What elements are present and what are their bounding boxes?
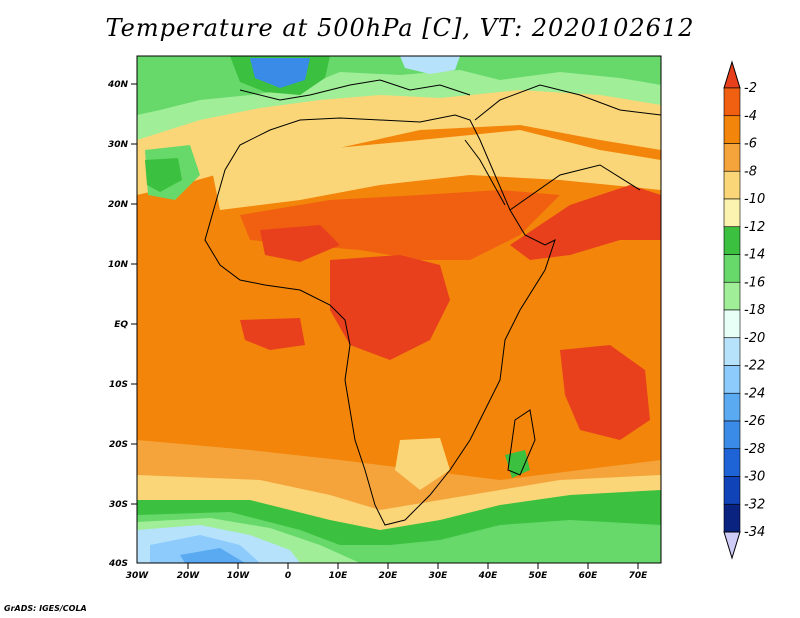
lat-label-eq: EQ (114, 320, 128, 330)
coastlines (204, 79, 661, 526)
colorbar-segment (723, 87, 741, 117)
colorbar-label: -4 (744, 109, 757, 124)
lat-label-30s: 30S (109, 500, 128, 510)
lat-label-20n: 20N (108, 200, 129, 210)
colorbar-label: -22 (744, 359, 765, 374)
lon-label-20e: 20E (379, 571, 399, 581)
lon-label-20w: 20W (177, 571, 201, 581)
colorbar-label: -34 (744, 525, 765, 540)
colorbar-segment (723, 226, 741, 255)
colorbar-label: -18 (744, 303, 765, 318)
latitude-axis: 40N 30N 20N 10N EQ 10S 20S 30S 40S (107, 80, 137, 569)
colorbar-label: -32 (744, 497, 765, 512)
colorbar: -2 -4 -6 -8 -10 -12 -14 -16 -18 -20 -22 -24 -26 -28 -3… (723, 60, 765, 560)
lon-label-0: 0 (285, 571, 291, 581)
lon-label-30w: 30W (126, 571, 150, 581)
colorbar-segment (723, 254, 741, 283)
colorbar-segment (723, 365, 741, 394)
colorbar-segment (723, 476, 741, 505)
lon-label-50e: 50E (529, 571, 549, 581)
colorbar-segment (723, 170, 741, 200)
lat-label-40s: 40S (108, 559, 128, 569)
credit-text: GrADS: IGES/COLA (4, 604, 87, 613)
lat-label-40n: 40N (107, 80, 129, 90)
colorbar-bottom-arrow (723, 531, 741, 560)
colorbar-label: -24 (744, 386, 765, 401)
lon-label-30e: 30E (429, 571, 449, 581)
colorbar-label: -10 (744, 192, 765, 207)
colorbar-segment (723, 503, 741, 533)
colorbar-segment (723, 281, 741, 311)
colorbar-label: -8 (744, 164, 757, 179)
temperature-field (137, 56, 661, 563)
colorbar-label: -16 (744, 275, 765, 290)
colorbar-top-arrow (723, 60, 741, 89)
lat-label-10s: 10S (109, 380, 128, 390)
longitude-axis: 30W 20W 10W 0 10E 20E 30E 40E 50E 60E 70… (126, 563, 648, 581)
plot-frame (136, 55, 662, 564)
colorbar-segment (723, 337, 741, 366)
lon-label-60e: 60E (579, 571, 599, 581)
lat-label-30n: 30N (108, 140, 129, 150)
lon-label-10w: 10W (227, 571, 251, 581)
lon-label-70e: 70E (629, 571, 649, 581)
colorbar-segment (723, 143, 741, 172)
colorbar-segment (723, 392, 741, 422)
colorbar-label: -14 (744, 248, 765, 263)
colorbar-label: -28 (744, 442, 765, 457)
map-title: Temperature at 500hPa [C], VT: 202010261… (105, 14, 695, 42)
lon-label-10e: 10E (329, 571, 349, 581)
colorbar-segment (723, 448, 741, 477)
lon-label-40e: 40E (478, 571, 499, 581)
colorbar-label: -26 (744, 414, 765, 429)
colorbar-label: -6 (744, 137, 757, 152)
lat-label-20s: 20S (109, 440, 128, 450)
colorbar-segment (723, 115, 741, 144)
colorbar-label: -20 (744, 331, 765, 346)
colorbar-segment (723, 420, 741, 450)
colorbar-label: -2 (744, 81, 757, 96)
colorbar-segment (723, 198, 741, 228)
colorbar-label: -12 (744, 220, 765, 235)
lat-label-10n: 10N (108, 260, 129, 270)
colorbar-label: -30 (744, 470, 765, 485)
colorbar-segment (723, 309, 741, 339)
